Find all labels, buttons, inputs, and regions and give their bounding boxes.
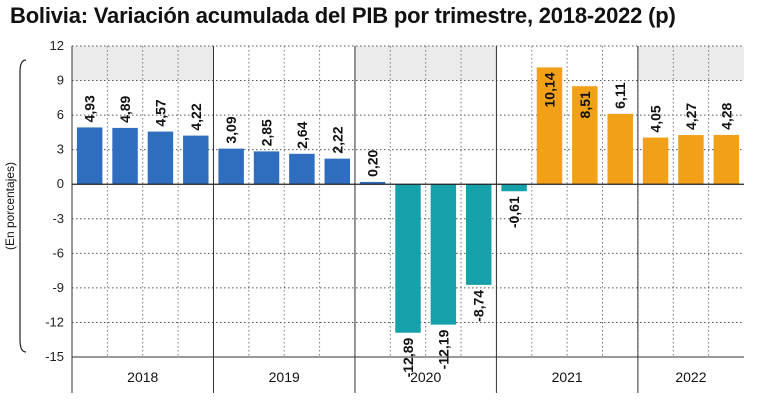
year-label-2019: 2019 <box>269 369 300 385</box>
bar-2018-T4 <box>183 135 209 185</box>
data-label-2018-T4: 4,22 <box>188 103 204 130</box>
y-tick-label: 6 <box>57 107 64 122</box>
year-label-2022: 2022 <box>675 369 706 385</box>
bar-2021-T3 <box>572 86 598 185</box>
data-label-2022-T1: 4,05 <box>648 105 664 132</box>
data-label-2019-T1: 3,09 <box>223 116 239 143</box>
bar-2020-T1 <box>359 181 386 185</box>
data-label-2018-T1: 4,93 <box>82 95 98 122</box>
bar-2020-T2 <box>395 184 421 333</box>
year-label-2021: 2021 <box>552 369 583 385</box>
data-label-2020-T4: -8,74 <box>471 290 487 322</box>
data-label-2022-T3: 4,28 <box>718 102 734 129</box>
bar-2022-T2 <box>678 135 704 185</box>
data-label-2021-T2: 10,14 <box>541 72 557 107</box>
bar-2019-T4 <box>324 158 350 185</box>
y-tick-label: 3 <box>57 142 64 157</box>
y-tick-label: -9 <box>52 280 64 295</box>
data-label-2019-T2: 2,85 <box>259 119 275 146</box>
bar-2018-T2 <box>112 127 138 185</box>
y-axis-bracket <box>19 59 27 353</box>
year-label-2018: 2018 <box>127 369 158 385</box>
bar-2020-T3 <box>430 184 457 325</box>
bar-2018-T3 <box>147 131 174 185</box>
bar-2021-T4 <box>607 113 633 185</box>
data-label-2020-T3: -12,19 <box>435 329 451 369</box>
bar-2019-T2 <box>253 151 280 185</box>
bar-2018-T1 <box>76 127 103 185</box>
bar-2019-T3 <box>289 153 315 185</box>
bar-2021-T1 <box>501 184 527 192</box>
y-tick-label: -12 <box>45 314 64 329</box>
data-label-2019-T3: 2,64 <box>294 121 310 148</box>
y-tick-label: -6 <box>52 245 64 260</box>
year-label-2020: 2020 <box>410 369 441 385</box>
bar-2021-T2 <box>536 67 563 185</box>
bar-2020-T4 <box>466 184 492 285</box>
y-tick-label: -15 <box>45 349 64 364</box>
data-label-2021-T4: 6,11 <box>612 82 628 109</box>
data-label-2018-T2: 4,89 <box>117 95 133 122</box>
data-label-2020-T1: 0,20 <box>365 149 381 176</box>
y-tick-label: 9 <box>57 73 64 88</box>
bar-2019-T1 <box>218 148 244 185</box>
data-label-2018-T3: 4,57 <box>152 99 168 126</box>
chart-title: Bolivia: Variación acumulada del PIB por… <box>10 3 676 28</box>
y-axis-label: (En porcentajes) <box>3 162 17 250</box>
bar-2022-T1 <box>642 137 669 185</box>
year-band-2022 <box>637 46 744 81</box>
data-label-2021-T1: -0,61 <box>506 196 522 228</box>
bar-2022-T3 <box>713 134 740 185</box>
y-tick-label: 0 <box>57 176 64 191</box>
data-label-2021-T3: 8,51 <box>577 91 593 118</box>
y-tick-label: -3 <box>52 211 64 226</box>
data-label-2022-T2: 4,27 <box>683 103 699 130</box>
data-label-2020-T2: -12,89 <box>400 337 416 377</box>
data-label-2019-T4: 2,22 <box>329 126 345 153</box>
y-tick-label: 12 <box>50 38 64 53</box>
